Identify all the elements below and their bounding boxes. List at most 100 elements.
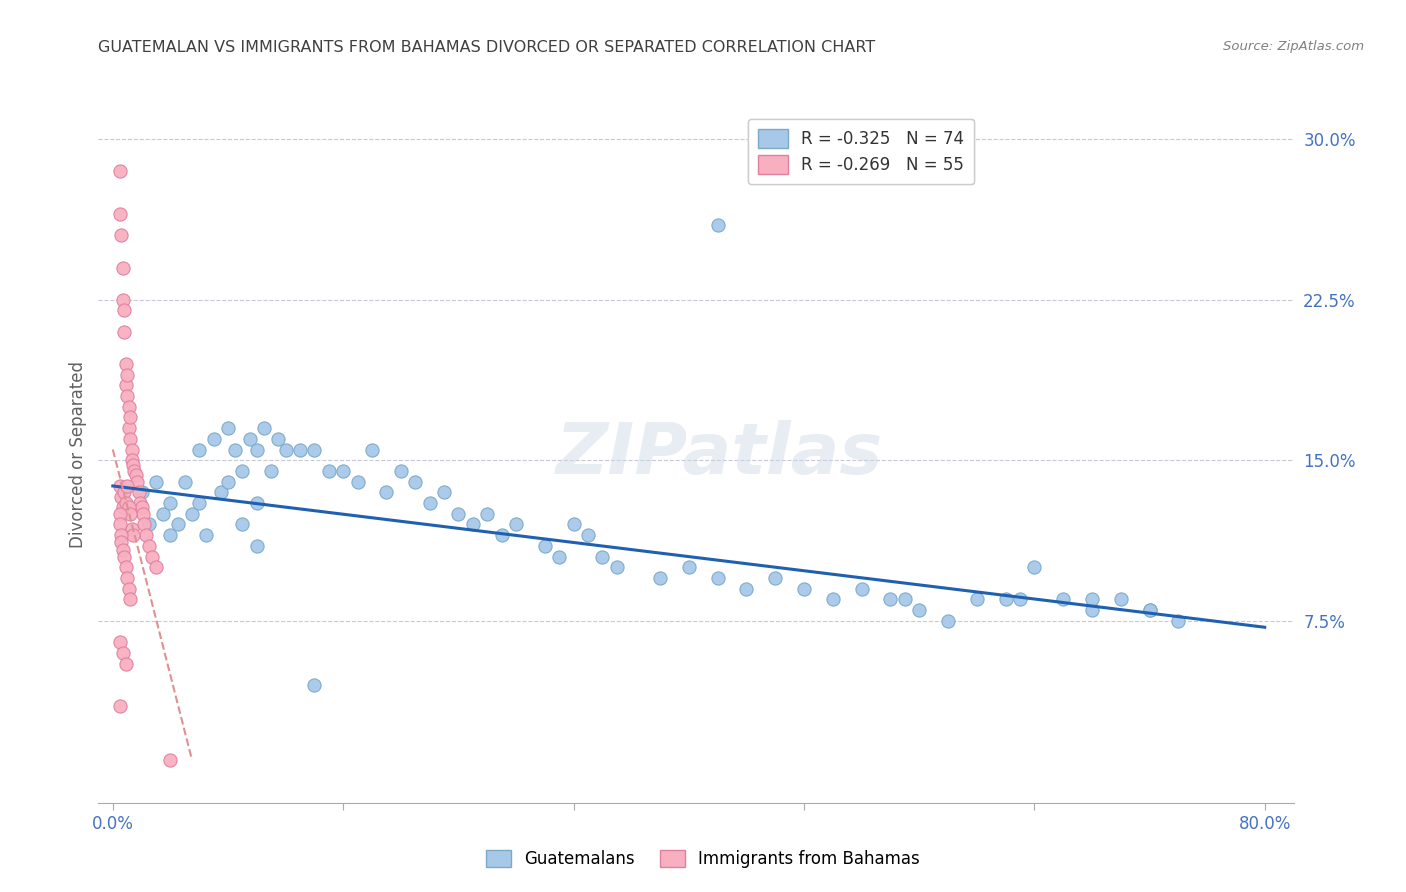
Point (576, 528, 599, 542)
Point (793, 582, 815, 596)
Point (111, 260, 134, 275)
Point (159, 496, 181, 510)
Point (108, 699, 131, 714)
Point (763, 571, 786, 585)
Point (195, 528, 218, 542)
Point (115, 571, 138, 585)
Point (115, 368, 138, 382)
Point (231, 517, 253, 532)
Point (491, 528, 513, 542)
Point (121, 442, 143, 457)
Point (1139, 603, 1161, 617)
Point (966, 592, 988, 607)
Point (118, 582, 141, 596)
Point (461, 517, 484, 532)
Legend: R = -0.325   N = 74, R = -0.269   N = 55: R = -0.325 N = 74, R = -0.269 N = 55 (748, 119, 974, 184)
Point (112, 549, 135, 564)
Point (111, 500, 134, 515)
Point (217, 475, 239, 489)
Point (159, 753, 181, 767)
Point (318, 464, 340, 478)
Point (152, 507, 174, 521)
Point (121, 522, 143, 536)
Point (375, 485, 398, 500)
Point (122, 458, 145, 472)
Point (120, 432, 142, 446)
Point (114, 657, 136, 671)
Point (166, 517, 188, 532)
Text: GUATEMALAN VS IMMIGRANTS FROM BAHAMAS DIVORCED OR SEPARATED CORRELATION CHART: GUATEMALAN VS IMMIGRANTS FROM BAHAMAS DI… (98, 40, 876, 55)
Point (361, 442, 384, 457)
Point (1139, 603, 1161, 617)
Text: Source: ZipAtlas.com: Source: ZipAtlas.com (1223, 40, 1364, 54)
Point (893, 592, 915, 607)
Point (132, 507, 155, 521)
Point (908, 603, 931, 617)
Point (114, 357, 136, 371)
Point (181, 507, 204, 521)
Point (239, 432, 262, 446)
Point (1024, 560, 1046, 574)
Point (209, 485, 232, 500)
Point (110, 490, 132, 504)
Point (111, 646, 134, 660)
Text: ZIPatlas: ZIPatlas (557, 420, 883, 490)
Point (505, 517, 527, 532)
Point (122, 528, 145, 542)
Point (288, 442, 311, 457)
Point (129, 496, 152, 510)
Point (138, 517, 160, 532)
Point (591, 549, 613, 564)
Point (131, 500, 153, 515)
Point (120, 410, 142, 425)
Point (114, 560, 136, 574)
Point (735, 582, 758, 596)
Point (346, 475, 368, 489)
Point (110, 528, 132, 542)
Point (108, 207, 131, 221)
Point (706, 571, 728, 585)
Point (124, 464, 146, 478)
Point (135, 528, 157, 542)
Point (304, 442, 326, 457)
Point (115, 479, 138, 493)
Point (678, 560, 700, 574)
Point (706, 218, 728, 232)
Y-axis label: Divorced or Separated: Divorced or Separated (69, 361, 87, 549)
Point (1052, 592, 1074, 607)
Point (202, 432, 225, 446)
Point (1081, 592, 1104, 607)
Point (108, 517, 131, 532)
Point (332, 464, 354, 478)
Point (118, 421, 141, 435)
Point (477, 507, 499, 521)
Point (110, 228, 132, 243)
Point (111, 293, 134, 307)
Point (108, 507, 131, 521)
Point (127, 475, 149, 489)
Point (274, 442, 297, 457)
Point (253, 421, 276, 435)
Point (188, 496, 211, 510)
Point (125, 468, 148, 483)
Point (304, 678, 326, 692)
Point (120, 592, 142, 607)
Point (419, 496, 441, 510)
Point (851, 582, 873, 596)
Point (108, 164, 131, 178)
Point (120, 507, 142, 521)
Point (260, 464, 283, 478)
Point (606, 560, 628, 574)
Point (562, 517, 585, 532)
Point (114, 496, 136, 510)
Point (131, 485, 153, 500)
Point (112, 303, 135, 318)
Point (879, 592, 901, 607)
Point (145, 560, 167, 574)
Point (141, 549, 163, 564)
Point (267, 432, 290, 446)
Point (246, 539, 269, 553)
Point (246, 496, 269, 510)
Point (936, 614, 959, 628)
Point (994, 592, 1017, 607)
